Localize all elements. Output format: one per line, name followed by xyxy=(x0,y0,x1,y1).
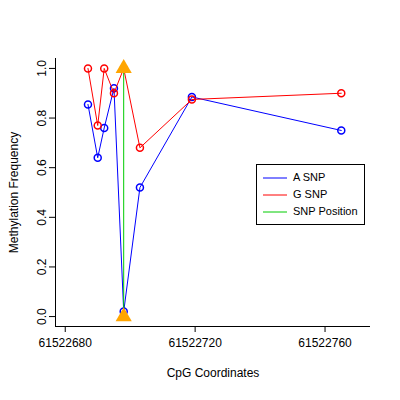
svg-text:61522720: 61522720 xyxy=(168,336,222,350)
svg-text:0.6: 0.6 xyxy=(35,159,49,176)
svg-text:1.0: 1.0 xyxy=(35,60,49,77)
html-text:G SNP: G SNP xyxy=(293,188,328,200)
svg-text:0.8: 0.8 xyxy=(35,109,49,126)
svg-text:0.4: 0.4 xyxy=(35,209,49,226)
html-text:SNP Position: SNP Position xyxy=(293,205,358,217)
html-text:A SNP: A SNP xyxy=(293,171,326,183)
svg-text:61522680: 61522680 xyxy=(39,336,93,350)
svg-text:61522760: 61522760 xyxy=(298,336,352,350)
svg-text:0.0: 0.0 xyxy=(35,308,49,325)
svg-text:Methylation Frequency: Methylation Frequency xyxy=(7,132,21,253)
svg-text:CpG Coordinates: CpG Coordinates xyxy=(167,366,260,380)
svg-text:0.2: 0.2 xyxy=(35,258,49,275)
